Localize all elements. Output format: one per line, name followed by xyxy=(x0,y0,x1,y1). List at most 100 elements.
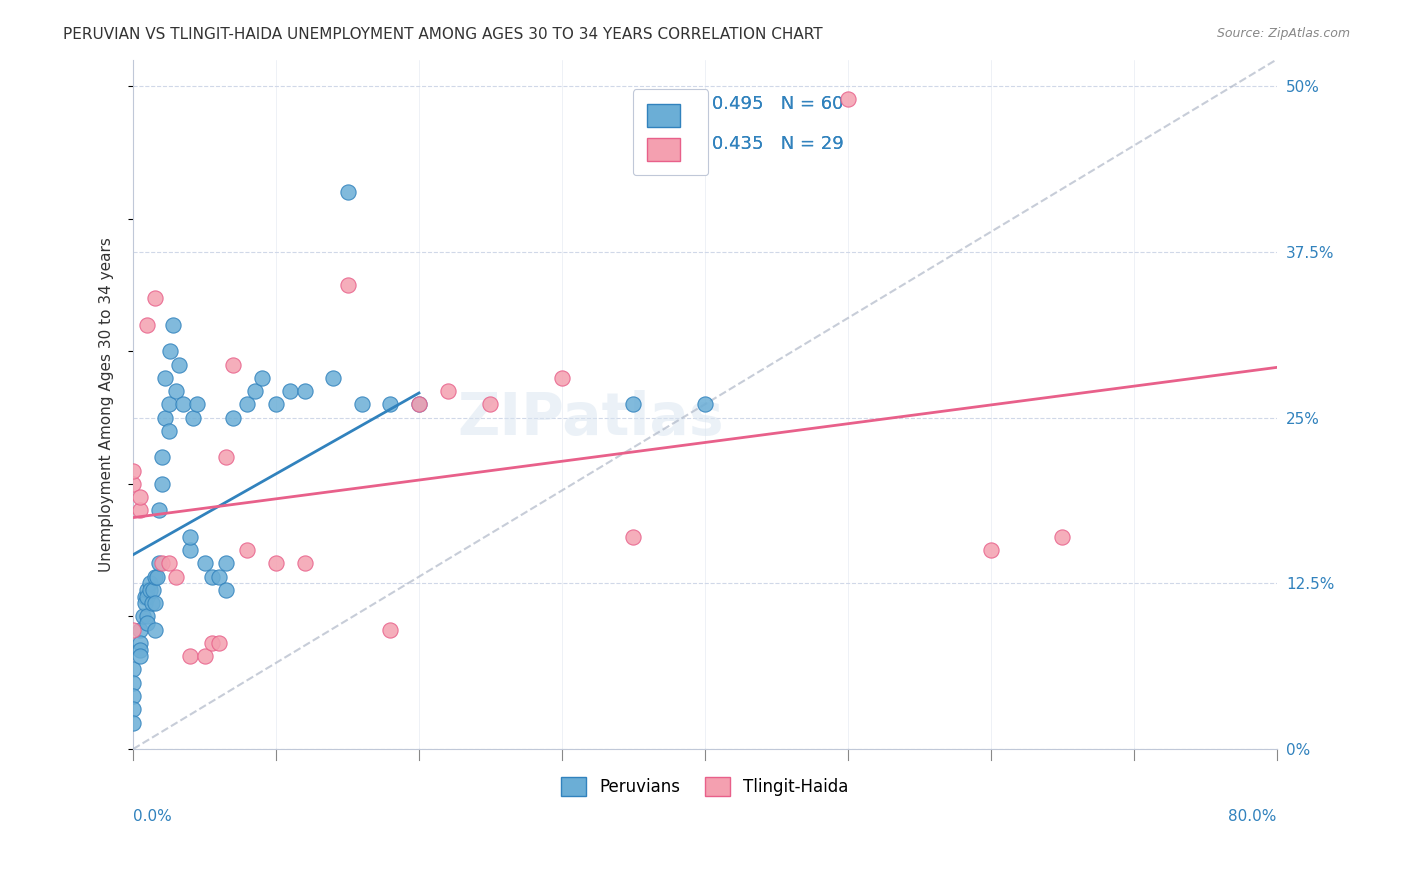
Point xyxy=(179,649,201,664)
Point xyxy=(172,397,194,411)
Point xyxy=(264,557,287,571)
Point xyxy=(236,397,259,411)
Point xyxy=(136,590,159,604)
Point xyxy=(122,663,145,677)
Text: Source: ZipAtlas.com: Source: ZipAtlas.com xyxy=(1216,27,1350,40)
Point xyxy=(408,397,430,411)
Point xyxy=(157,424,180,438)
Point xyxy=(129,642,152,657)
Point xyxy=(129,636,152,650)
Point xyxy=(143,623,166,637)
Text: 0.0%: 0.0% xyxy=(134,809,172,823)
Point xyxy=(236,543,259,558)
Text: R = 0.495   N = 60: R = 0.495 N = 60 xyxy=(673,95,844,113)
Point xyxy=(194,557,217,571)
Point xyxy=(294,557,316,571)
Point xyxy=(136,616,159,631)
Point xyxy=(129,623,152,637)
Point xyxy=(222,410,245,425)
Point xyxy=(167,358,190,372)
Point xyxy=(408,397,430,411)
Point xyxy=(129,490,152,504)
Point xyxy=(132,609,155,624)
Point xyxy=(278,384,301,398)
Point xyxy=(139,582,162,597)
Point xyxy=(134,596,156,610)
Point xyxy=(621,530,644,544)
Point xyxy=(551,371,574,385)
Text: R = 0.435   N = 29: R = 0.435 N = 29 xyxy=(673,136,844,153)
Point xyxy=(122,464,145,478)
Point xyxy=(142,582,165,597)
Point xyxy=(350,397,373,411)
Text: 80.0%: 80.0% xyxy=(1229,809,1277,823)
Text: ZIPatlas: ZIPatlas xyxy=(457,390,724,447)
Point xyxy=(136,582,159,597)
Point xyxy=(143,291,166,305)
Point xyxy=(129,649,152,664)
Point xyxy=(141,596,163,610)
Point xyxy=(980,543,1002,558)
Point xyxy=(122,689,145,703)
Point xyxy=(157,397,180,411)
Point xyxy=(322,371,344,385)
Point xyxy=(693,397,716,411)
Point xyxy=(150,476,173,491)
Point xyxy=(380,623,402,637)
Point xyxy=(208,636,231,650)
Point xyxy=(122,702,145,716)
Point xyxy=(264,397,287,411)
Point xyxy=(208,570,231,584)
Point xyxy=(148,503,170,517)
Point xyxy=(136,609,159,624)
Point xyxy=(436,384,458,398)
Point xyxy=(179,530,201,544)
Point xyxy=(380,397,402,411)
Point xyxy=(146,570,169,584)
Point xyxy=(215,582,238,597)
Point xyxy=(186,397,208,411)
Point xyxy=(215,450,238,465)
Point xyxy=(122,476,145,491)
Point xyxy=(243,384,266,398)
Point xyxy=(479,397,502,411)
Point xyxy=(150,557,173,571)
Point xyxy=(250,371,273,385)
Point xyxy=(122,715,145,730)
Point xyxy=(194,649,217,664)
Point xyxy=(122,675,145,690)
Point xyxy=(621,397,644,411)
Point xyxy=(201,636,224,650)
Text: R = 0.435   N = 29: R = 0.435 N = 29 xyxy=(673,136,844,153)
Point xyxy=(179,543,201,558)
Point xyxy=(139,576,162,591)
Point xyxy=(294,384,316,398)
Point xyxy=(129,503,152,517)
Point xyxy=(148,557,170,571)
Point xyxy=(159,344,181,359)
Point xyxy=(215,557,238,571)
Y-axis label: Unemployment Among Ages 30 to 34 years: Unemployment Among Ages 30 to 34 years xyxy=(100,237,114,572)
Text: R = 0.495   N = 60: R = 0.495 N = 60 xyxy=(673,95,844,113)
Point xyxy=(143,570,166,584)
Text: PERUVIAN VS TLINGIT-HAIDA UNEMPLOYMENT AMONG AGES 30 TO 34 YEARS CORRELATION CHA: PERUVIAN VS TLINGIT-HAIDA UNEMPLOYMENT A… xyxy=(63,27,823,42)
Point xyxy=(165,570,187,584)
Point xyxy=(181,410,204,425)
Point xyxy=(162,318,184,332)
Point xyxy=(153,410,176,425)
Point xyxy=(837,92,859,106)
Point xyxy=(336,185,359,199)
Point xyxy=(165,384,187,398)
Point xyxy=(222,358,245,372)
Point xyxy=(143,596,166,610)
Point xyxy=(1050,530,1073,544)
Point xyxy=(201,570,224,584)
Point xyxy=(153,371,176,385)
Legend: , : , xyxy=(633,89,709,176)
Point xyxy=(122,623,145,637)
Point xyxy=(134,590,156,604)
Point xyxy=(136,318,159,332)
Point xyxy=(150,450,173,465)
Point xyxy=(157,557,180,571)
Point xyxy=(336,278,359,293)
